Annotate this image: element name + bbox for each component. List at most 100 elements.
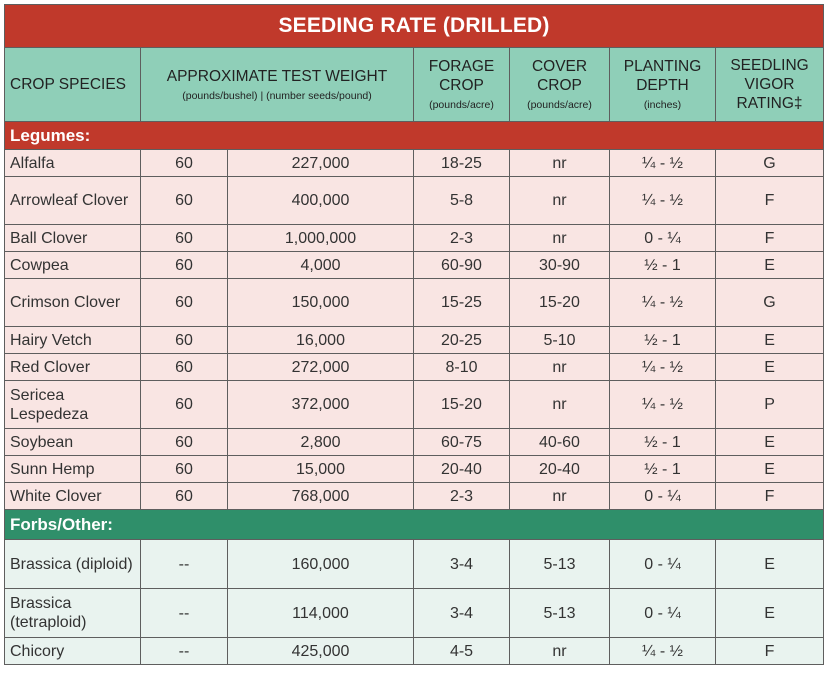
planting-depth: ½ - 1 [609, 455, 716, 483]
section-forbs-label: Forbs/Other: [3, 509, 825, 540]
planting-depth: ¼ - ½ [609, 149, 716, 177]
cover-rate: 5-10 [509, 326, 610, 354]
crop-name: Crimson Clover [4, 278, 141, 327]
header-crop-species-label: CROP SPECIES [10, 76, 127, 93]
forage-rate: 4-5 [413, 637, 510, 665]
planting-depth: 0 - ¼ [609, 482, 716, 510]
cover-rate: nr [509, 482, 610, 510]
seeds-per-pound: 4,000 [227, 251, 414, 279]
crop-name: Arrowleaf Clover [4, 176, 141, 225]
header-seedling-vigor-label: SEEDLING VIGOR RATING‡ [730, 57, 809, 112]
forage-rate: 60-90 [413, 251, 510, 279]
forage-rate: 8-10 [413, 353, 510, 381]
crop-name: Red Clover [4, 353, 141, 381]
cover-rate: 5-13 [509, 539, 610, 589]
cover-rate: 30-90 [509, 251, 610, 279]
planting-depth: ¼ - ½ [609, 353, 716, 381]
seeds-per-pound: 150,000 [227, 278, 414, 327]
crop-name: Sericea Lespedeza [4, 380, 141, 429]
vigor-rating: F [714, 482, 825, 510]
planting-depth: ¼ - ½ [609, 380, 716, 429]
vigor-rating: E [714, 428, 825, 456]
test-weight-lb-bu: 60 [140, 380, 228, 429]
vigor-rating: G [714, 278, 825, 327]
header-forage-crop-units: (pounds/acre) [429, 99, 494, 111]
seeds-per-pound: 15,000 [227, 455, 414, 483]
vigor-rating: E [714, 455, 825, 483]
forage-rate: 15-20 [413, 380, 510, 429]
crop-name: Alfalfa [4, 149, 141, 177]
seeds-per-pound: 1,000,000 [227, 224, 414, 252]
crop-name: Sunn Hemp [4, 455, 141, 483]
header-planting-depth-label: PLANTING DEPTH [623, 58, 702, 94]
vigor-rating: E [714, 251, 825, 279]
section-legumes-label: Legumes: [3, 121, 825, 150]
forage-rate: 20-40 [413, 455, 510, 483]
forage-rate: 3-4 [413, 539, 510, 589]
table-title: SEEDING RATE (DRILLED) [3, 4, 825, 48]
cover-rate: nr [509, 380, 610, 429]
cover-rate: 15-20 [509, 278, 610, 327]
crop-name: Cowpea [4, 251, 141, 279]
forage-rate: 18-25 [413, 149, 510, 177]
vigor-rating: E [714, 326, 825, 354]
seeds-per-pound: 400,000 [227, 176, 414, 225]
header-crop-species: CROP SPECIES [4, 47, 141, 122]
header-forage-crop: FORAGE CROP (pounds/acre) [413, 47, 510, 122]
vigor-rating: E [714, 539, 825, 589]
table-body: Legumes: Alfalfa 60 227,000 18-25 nr ¼ - ½ G Arr… [3, 121, 825, 665]
seeds-per-pound: 160,000 [227, 539, 414, 589]
header-seedling-vigor: SEEDLING VIGOR RATING‡ [714, 47, 825, 122]
header-planting-depth-units: (inches) [643, 99, 682, 111]
header-cover-crop-label: COVER CROP [531, 58, 588, 94]
crop-name: Brassica (diploid) [4, 539, 141, 589]
seeding-rate-table-container: SEEDING RATE (DRILLED) CROP SPECIES APPR… [3, 4, 825, 665]
cover-rate: nr [509, 176, 610, 225]
crop-name: Soybean [4, 428, 141, 456]
header-row: CROP SPECIES APPROXIMATE TEST WEIGHT (po… [4, 47, 825, 122]
test-weight-lb-bu: 60 [140, 428, 228, 456]
forage-rate: 5-8 [413, 176, 510, 225]
planting-depth: 0 - ¼ [609, 588, 716, 638]
vigor-rating: E [714, 588, 825, 638]
test-weight-lb-bu: 60 [140, 251, 228, 279]
test-weight-lb-bu: 60 [140, 455, 228, 483]
vigor-rating: E [714, 353, 825, 381]
cover-rate: nr [509, 637, 610, 665]
table-row: Brassica (tetraploid) -- 114,000 3-4 5-13 0 -… [4, 588, 825, 638]
test-weight-lb-bu: 60 [140, 353, 228, 381]
header-cover-crop: COVER CROP (pounds/acre) [509, 47, 610, 122]
vigor-rating: P [714, 380, 825, 429]
test-weight-lb-bu: 60 [140, 482, 228, 510]
seeds-per-pound: 227,000 [227, 149, 414, 177]
title-row: SEEDING RATE (DRILLED) [3, 4, 825, 48]
header-cover-crop-units: (pounds/acre) [527, 99, 592, 111]
planting-depth: ¼ - ½ [609, 278, 716, 327]
header-forage-crop-label: FORAGE CROP [428, 58, 495, 94]
header-planting-depth: PLANTING DEPTH (inches) [609, 47, 716, 122]
seeds-per-pound: 16,000 [227, 326, 414, 354]
seeds-per-pound: 114,000 [227, 588, 414, 638]
vigor-rating: F [714, 224, 825, 252]
cover-rate: nr [509, 149, 610, 177]
planting-depth: ½ - 1 [609, 251, 716, 279]
test-weight-lb-bu: 60 [140, 326, 228, 354]
test-weight-lb-bu: 60 [140, 224, 228, 252]
forage-rate: 2-3 [413, 224, 510, 252]
forage-rate: 20-25 [413, 326, 510, 354]
header-test-weight-label: APPROXIMATE TEST WEIGHT [166, 67, 388, 85]
vigor-rating: G [714, 149, 825, 177]
seeding-rate-table: SEEDING RATE (DRILLED) CROP SPECIES APPR… [3, 4, 825, 665]
planting-depth: 0 - ¼ [609, 539, 716, 589]
test-weight-lb-bu: -- [140, 637, 228, 665]
